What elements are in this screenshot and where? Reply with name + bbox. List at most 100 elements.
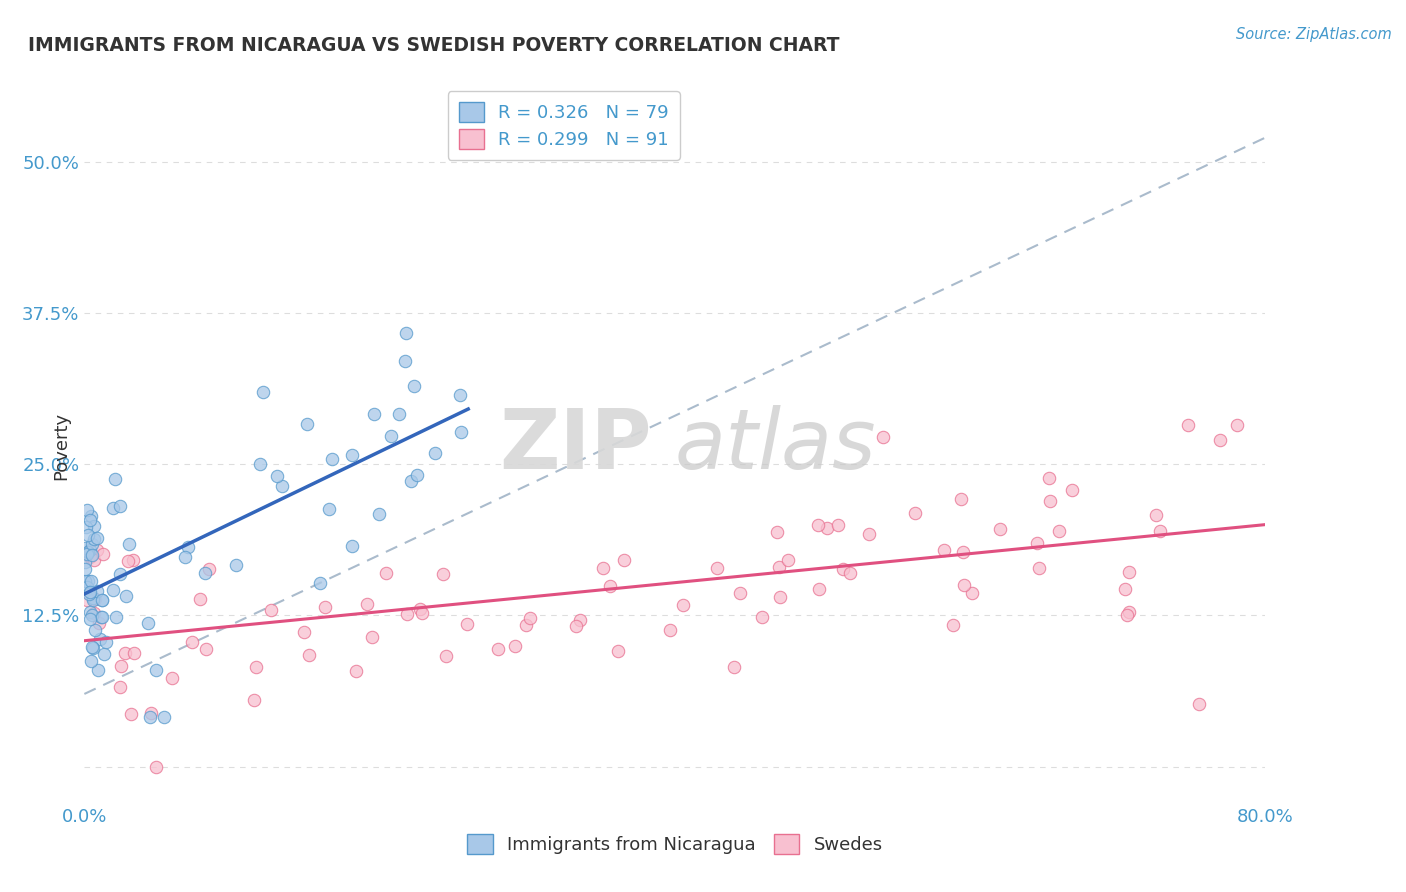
Point [266, 468, 288, 483]
Point [91, 548, 114, 562]
Point [76, 547, 98, 561]
Legend: Immigrants from Nicaragua, Swedes: Immigrants from Nicaragua, Swedes [457, 823, 893, 865]
Point [706, 560, 728, 574]
Point [83, 591, 105, 606]
Point [153, 710, 176, 724]
Point [176, 540, 198, 554]
Point [110, 567, 132, 582]
Point [388, 407, 411, 421]
Point [79, 542, 101, 557]
Point [450, 425, 472, 439]
Point [1208, 433, 1230, 447]
Point [904, 506, 927, 520]
Point [1028, 561, 1050, 575]
Point [104, 610, 127, 624]
Point [394, 354, 416, 368]
Point [82, 592, 104, 607]
Point [174, 550, 197, 565]
Point [395, 326, 418, 341]
Point [815, 521, 838, 535]
Point [83, 553, 105, 567]
Point [89, 632, 111, 647]
Point [858, 526, 880, 541]
Point [308, 576, 330, 591]
Point [952, 544, 974, 558]
Point [564, 619, 586, 633]
Point [270, 479, 292, 493]
Point [1149, 524, 1171, 538]
Point [436, 649, 458, 664]
Point [110, 659, 132, 673]
Point [672, 599, 695, 613]
Point [1116, 607, 1139, 622]
Point [195, 642, 218, 657]
Point [515, 618, 537, 632]
Point [374, 566, 396, 580]
Point [340, 539, 363, 553]
Point [73, 562, 96, 576]
Point [86, 531, 108, 545]
Point [77, 587, 100, 601]
Point [768, 560, 790, 574]
Point [486, 641, 509, 656]
Point [599, 579, 621, 593]
Point [409, 602, 432, 616]
Point [1026, 536, 1049, 550]
Point [449, 388, 471, 402]
Point [136, 615, 159, 630]
Point [75, 555, 97, 569]
Y-axis label: Poverty: Poverty [52, 412, 70, 480]
Point [1144, 508, 1167, 523]
Point [124, 646, 146, 660]
Point [367, 507, 389, 521]
Point [399, 474, 422, 488]
Point [990, 522, 1012, 536]
Point [950, 491, 973, 506]
Point [90, 610, 112, 624]
Point [80, 574, 103, 589]
Point [77, 545, 100, 559]
Point [79, 605, 101, 619]
Point [432, 566, 454, 581]
Point [114, 589, 136, 603]
Point [1118, 605, 1140, 619]
Point [79, 584, 101, 599]
Point [76, 502, 98, 516]
Point [76, 581, 98, 595]
Point [831, 562, 853, 576]
Point [456, 617, 478, 632]
Point [82, 591, 104, 606]
Point [80, 549, 103, 563]
Point [380, 429, 402, 443]
Point [340, 448, 363, 462]
Point [198, 562, 221, 576]
Point [298, 648, 321, 662]
Point [122, 553, 145, 567]
Point [110, 680, 132, 694]
Point [728, 586, 751, 600]
Point [404, 379, 426, 393]
Point [188, 591, 211, 606]
Point [1114, 582, 1136, 596]
Point [723, 660, 745, 674]
Point [90, 610, 112, 624]
Point [1062, 483, 1084, 497]
Point [260, 603, 283, 617]
Point [751, 610, 773, 624]
Point [765, 525, 787, 540]
Point [249, 457, 271, 471]
Point [82, 640, 104, 654]
Point [807, 518, 830, 533]
Point [180, 635, 202, 649]
Point [503, 639, 526, 653]
Point [194, 566, 217, 580]
Point [75, 541, 97, 555]
Point [80, 509, 103, 524]
Point [1047, 524, 1070, 538]
Point [363, 407, 385, 421]
Point [162, 671, 184, 685]
Point [344, 664, 367, 678]
Point [406, 468, 429, 483]
Point [77, 574, 100, 589]
Point [607, 644, 630, 658]
